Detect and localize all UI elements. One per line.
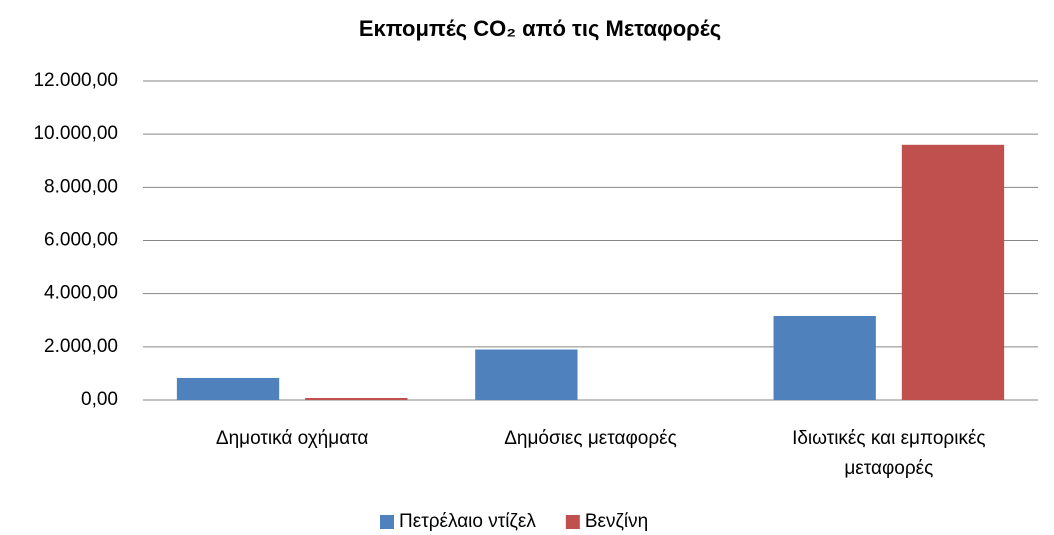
bar	[176, 377, 280, 400]
y-tick-label: 8.000,00	[44, 176, 118, 197]
bar	[901, 144, 1005, 400]
x-tick-label: Δημόσιες μεταφορές	[504, 428, 677, 449]
legend-label: Βενζίνη	[585, 511, 648, 532]
legend-label: Πετρέλαιο ντίζελ	[399, 511, 536, 532]
legend-swatch	[565, 515, 580, 529]
y-tick-label: 0,00	[81, 389, 118, 410]
x-tick-label: Ιδιωτικές και εμπορικές μεταφορές	[792, 428, 986, 479]
y-tick-label: 6.000,00	[44, 230, 118, 251]
bar	[305, 398, 408, 400]
y-tick-label: 12.000,00	[33, 70, 118, 91]
y-tick-label: 4.000,00	[44, 283, 118, 304]
y-tick-label: 2.000,00	[44, 336, 118, 357]
y-tick-label: 10.000,00	[33, 123, 118, 144]
chart-title: Εκπομπές CO₂ από τις Μεταφορές	[359, 16, 721, 41]
bar	[773, 315, 876, 400]
x-tick-label: Δημοτικά οχήματα	[215, 428, 369, 449]
bar	[475, 349, 578, 400]
legend-swatch	[380, 515, 394, 529]
